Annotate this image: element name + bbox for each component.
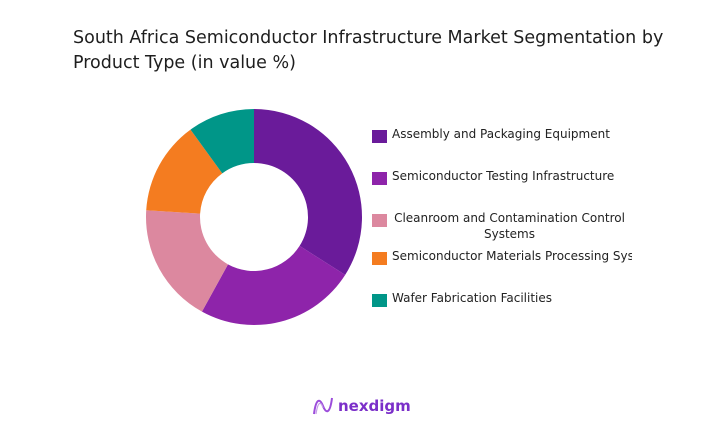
legend-item: Assembly and Packaging Equipment [372, 126, 610, 143]
legend-label: Assembly and Packaging Equipment [392, 127, 610, 141]
legend-item: Wafer Fabrication Facilities [372, 290, 552, 307]
legend-item: Semiconductor Materials Processing Syste [372, 248, 632, 265]
donut-slice-4 [146, 129, 223, 214]
donut-slice-3 [146, 210, 228, 312]
brand-name: nexdigm [338, 397, 411, 415]
legend-label: Wafer Fabrication Facilities [392, 291, 553, 305]
legend-item: Semiconductor Testing Infrastructure [372, 168, 614, 185]
donut-slice-5 [190, 109, 254, 174]
legend-label: Semiconductor Testing Infrastructure [392, 169, 615, 183]
legend-label: Cleanroom and Contamination Control Syst… [394, 211, 625, 241]
legend-swatch [372, 130, 387, 143]
legend-item: Cleanroom and Contamination Control Syst… [372, 210, 627, 242]
donut-slice-1 [254, 109, 362, 275]
nexdigm-logo-icon [313, 397, 333, 415]
donut-slice-2 [201, 245, 346, 325]
brand-logo: nexdigm [312, 396, 411, 416]
legend: Assembly and Packaging Equipment Semicond… [372, 126, 632, 326]
legend-swatch [372, 252, 387, 265]
legend-label: Semiconductor Materials Processing Syste [392, 249, 632, 263]
legend-swatch [372, 294, 387, 307]
chart-title: South Africa Semiconductor Infrastructur… [73, 28, 664, 73]
legend-swatch [372, 214, 387, 227]
legend-swatch [372, 172, 387, 185]
